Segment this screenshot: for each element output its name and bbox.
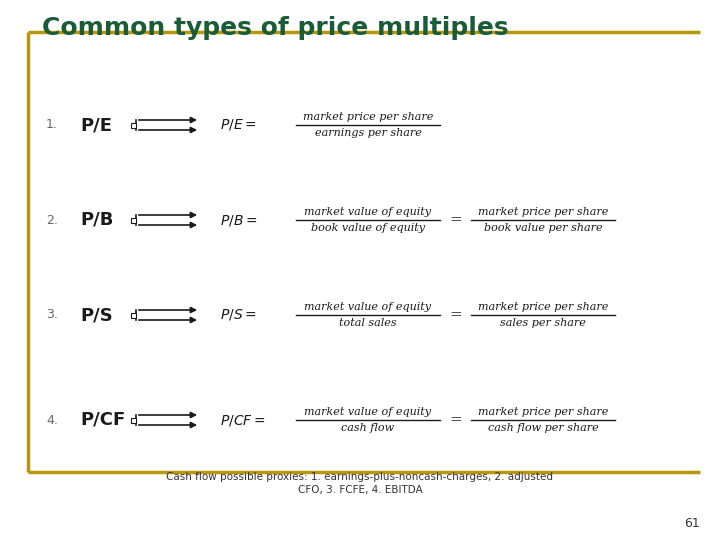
Text: $P / E =$: $P / E =$ [220, 118, 256, 132]
Text: market value of equity: market value of equity [305, 302, 431, 312]
Text: CFO, 3. FCFE, 4. EBITDA: CFO, 3. FCFE, 4. EBITDA [297, 485, 423, 495]
Text: market value of equity: market value of equity [305, 207, 431, 217]
Text: book value per share: book value per share [484, 223, 603, 233]
Bar [131, 417, 136, 422]
Text: =: = [449, 308, 462, 322]
Text: =: = [449, 213, 462, 227]
Text: earnings per share: earnings per share [315, 128, 421, 138]
Text: 61: 61 [684, 517, 700, 530]
Text: market price per share: market price per share [478, 407, 608, 417]
Text: Cash flow possible proxies: 1. earnings-plus-noncash-charges, 2. adjusted: Cash flow possible proxies: 1. earnings-… [166, 472, 554, 482]
Text: 2.: 2. [46, 213, 58, 226]
Text: sales per share: sales per share [500, 318, 586, 328]
Text: cash flow: cash flow [341, 423, 395, 433]
Bar [131, 313, 136, 318]
Text: $P / B =$: $P / B =$ [220, 213, 257, 227]
Text: total sales: total sales [339, 318, 397, 328]
Text: P/S: P/S [80, 306, 113, 324]
Text: cash flow per share: cash flow per share [487, 423, 598, 433]
Text: book value of equity: book value of equity [311, 223, 425, 233]
Text: market price per share: market price per share [303, 112, 433, 122]
Text: P/B: P/B [80, 211, 113, 229]
Text: 1.: 1. [46, 118, 58, 132]
Text: P/CF: P/CF [80, 411, 125, 429]
Bar [131, 218, 136, 222]
Text: market value of equity: market value of equity [305, 407, 431, 417]
Text: $P / CF =$: $P / CF =$ [220, 413, 266, 428]
Text: Common types of price multiples: Common types of price multiples [42, 16, 508, 40]
Text: =: = [449, 413, 462, 427]
Text: market price per share: market price per share [478, 302, 608, 312]
Text: market price per share: market price per share [478, 207, 608, 217]
Bar [131, 123, 136, 127]
Text: $P / S =$: $P / S =$ [220, 307, 256, 322]
Text: 4.: 4. [46, 414, 58, 427]
Text: 3.: 3. [46, 308, 58, 321]
Text: P/E: P/E [80, 116, 112, 134]
